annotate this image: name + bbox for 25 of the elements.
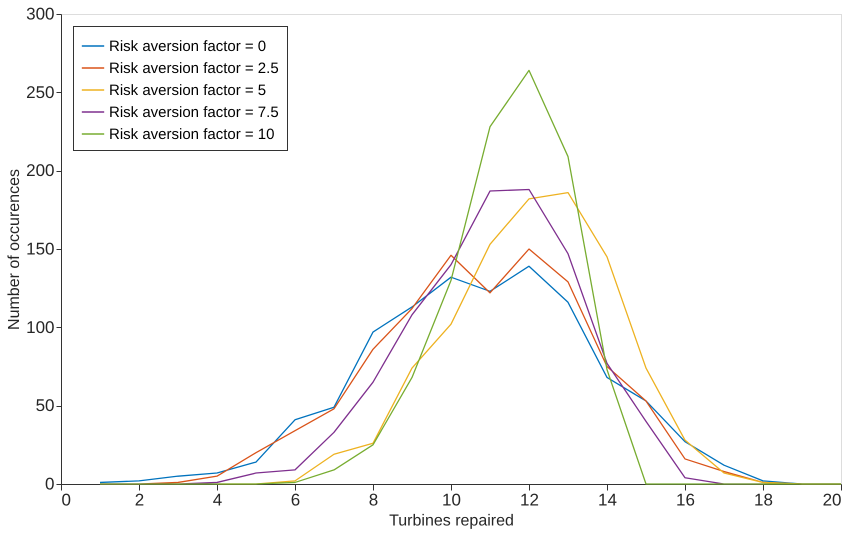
legend-label: Risk aversion factor = 2.5 bbox=[109, 60, 279, 77]
legend-label: Risk aversion factor = 5 bbox=[109, 82, 266, 99]
x-tick-label: 20 bbox=[822, 490, 842, 510]
x-axis-title: Turbines repaired bbox=[389, 512, 514, 530]
y-tick-label: 100 bbox=[26, 318, 54, 337]
x-tick-label: 2 bbox=[134, 490, 144, 510]
x-tick-label: 10 bbox=[442, 490, 461, 510]
x-tick-label: 16 bbox=[676, 490, 695, 510]
x-tick-label: 14 bbox=[598, 490, 617, 510]
x-tick-label: 4 bbox=[212, 490, 222, 510]
x-tick-label: 12 bbox=[520, 490, 539, 510]
y-tick-label: 50 bbox=[36, 396, 54, 416]
legend-label: Risk aversion factor = 0 bbox=[109, 38, 266, 55]
legend-label: Risk aversion factor = 10 bbox=[109, 126, 274, 143]
x-tick-label: 6 bbox=[290, 490, 300, 510]
y-tick-label: 200 bbox=[26, 161, 54, 180]
x-tick-label: 0 bbox=[62, 490, 71, 510]
legend-label: Risk aversion factor = 7.5 bbox=[109, 104, 279, 121]
y-tick-label: 300 bbox=[26, 4, 54, 24]
y-tick-label: 0 bbox=[45, 474, 54, 494]
y-tick-label: 150 bbox=[26, 240, 54, 258]
y-tick-label: 250 bbox=[26, 82, 54, 102]
x-tick-label: 8 bbox=[368, 490, 378, 510]
y-axis-title: Number of occurences bbox=[6, 169, 24, 330]
x-tick-label: 18 bbox=[754, 490, 773, 510]
